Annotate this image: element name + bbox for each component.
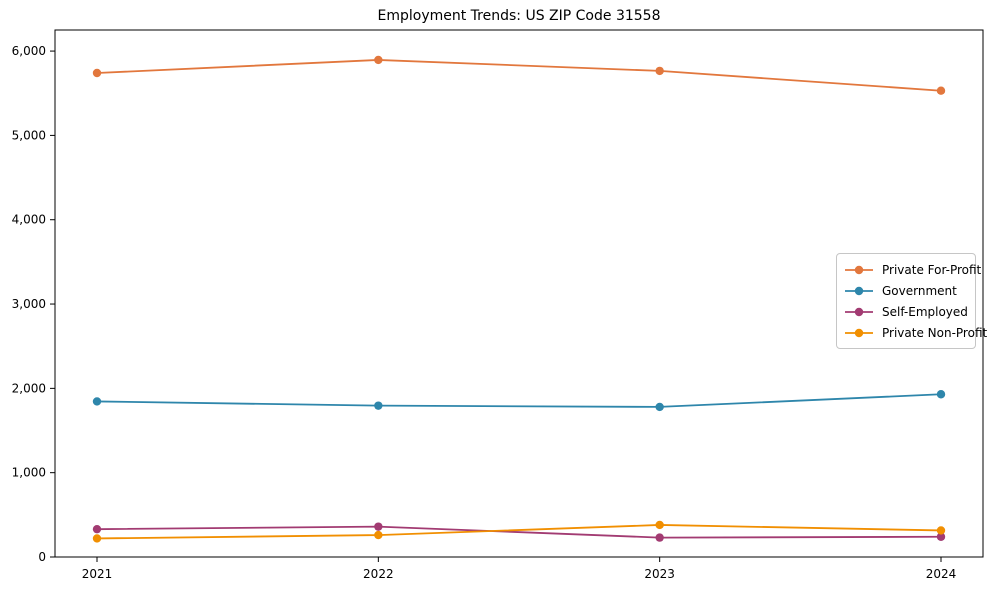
data-point-marker xyxy=(655,66,664,76)
data-point-marker xyxy=(374,55,383,65)
data-point-marker xyxy=(92,397,102,406)
data-point-marker xyxy=(655,533,664,542)
legend-label: Private Non-Profit xyxy=(882,325,988,340)
y-tick-label: 1,000 xyxy=(12,466,46,480)
plot-border xyxy=(54,29,984,558)
legend-marker-icon xyxy=(845,286,873,295)
legend-marker-icon xyxy=(845,265,873,274)
legend-marker-icon xyxy=(845,328,873,337)
data-point-marker xyxy=(374,530,383,540)
series-line xyxy=(96,59,942,92)
series-line xyxy=(96,524,942,540)
y-tick-label: 6,000 xyxy=(12,44,46,58)
y-tick-label: 2,000 xyxy=(12,381,46,395)
data-point-marker xyxy=(655,520,664,530)
legend-item: Government xyxy=(844,282,968,299)
legend-item: Self-Employed xyxy=(844,303,968,320)
legend-marker-icon xyxy=(845,307,873,316)
legend-item: Private For-Profit xyxy=(844,261,981,278)
data-point-marker xyxy=(374,522,383,531)
x-tick-label: 2024 xyxy=(926,567,957,581)
data-point-marker xyxy=(936,390,946,399)
x-tick-label: 2022 xyxy=(363,567,394,581)
data-point-marker xyxy=(92,534,102,543)
legend-label: Private For-Profit xyxy=(882,262,982,277)
data-point-marker xyxy=(936,86,946,95)
x-tick-label: 2023 xyxy=(644,567,675,581)
series-line xyxy=(96,393,942,408)
chart-title: Employment Trends: US ZIP Code 31558 xyxy=(377,8,661,24)
data-point-marker xyxy=(92,68,102,78)
data-point-marker xyxy=(374,401,383,410)
y-tick-label: 5,000 xyxy=(12,128,46,142)
data-point-marker xyxy=(92,524,102,534)
legend-item: Private Non-Profit xyxy=(844,324,987,341)
legend-label: Government xyxy=(882,283,957,298)
data-point-marker xyxy=(936,532,946,541)
x-tick-label: 2021 xyxy=(82,567,113,581)
y-tick-label: 4,000 xyxy=(12,213,46,227)
data-point-marker xyxy=(936,526,946,535)
y-tick-label: 0 xyxy=(38,550,46,564)
data-point-marker xyxy=(655,402,664,412)
series-line xyxy=(96,525,942,539)
legend-label: Self-Employed xyxy=(882,304,968,319)
legend: Private For-Profit Government Self-Employe… xyxy=(836,253,987,349)
y-tick-label: 3,000 xyxy=(12,297,46,311)
